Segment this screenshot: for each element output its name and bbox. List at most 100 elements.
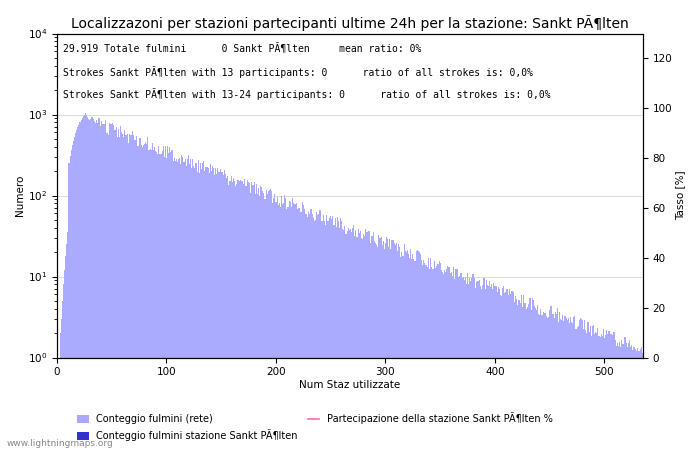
Bar <box>79 122 81 450</box>
Bar <box>80 120 82 450</box>
Bar <box>76 130 77 450</box>
Bar <box>396 243 397 450</box>
Bar <box>164 147 166 450</box>
Bar <box>607 334 608 450</box>
Bar <box>332 216 333 450</box>
Bar <box>639 351 640 450</box>
Bar <box>473 274 474 450</box>
Bar <box>593 325 594 450</box>
Bar <box>66 244 67 450</box>
Bar <box>65 256 66 450</box>
Bar <box>216 174 218 450</box>
Bar <box>540 309 542 450</box>
Bar <box>410 249 411 450</box>
Bar <box>293 203 294 450</box>
Bar <box>438 264 439 450</box>
Bar <box>69 156 71 450</box>
Bar <box>146 144 147 450</box>
Bar <box>99 117 100 450</box>
Bar <box>274 194 275 450</box>
Bar <box>175 161 176 450</box>
Bar <box>594 333 595 450</box>
Bar <box>513 292 514 450</box>
Bar <box>228 185 230 450</box>
Bar <box>571 322 572 450</box>
Bar <box>139 138 140 450</box>
Bar <box>515 296 517 450</box>
Bar <box>271 191 272 450</box>
Text: 29.919 Totale fulmini      0 Sankt PÃ¶lten     mean ratio: 0%: 29.919 Totale fulmini 0 Sankt PÃ¶lten me… <box>63 43 421 54</box>
Bar <box>477 281 478 450</box>
Bar <box>523 295 524 450</box>
Bar <box>328 221 329 450</box>
Bar <box>408 254 409 450</box>
Bar <box>59 357 60 450</box>
Bar <box>147 137 148 450</box>
Bar <box>284 195 286 450</box>
Bar <box>638 351 639 450</box>
Bar <box>145 142 146 450</box>
Bar <box>458 277 459 450</box>
Bar <box>441 270 442 450</box>
Bar <box>499 288 500 450</box>
Bar <box>113 126 115 450</box>
Bar <box>433 269 434 450</box>
Bar <box>317 215 318 450</box>
Bar <box>627 347 628 450</box>
Bar <box>514 302 515 450</box>
Bar <box>119 137 120 450</box>
Bar <box>589 326 591 450</box>
Bar <box>98 118 99 450</box>
Bar <box>304 209 305 450</box>
Bar <box>599 338 601 450</box>
Bar <box>370 243 371 450</box>
Bar <box>608 331 610 450</box>
Bar <box>368 231 370 450</box>
Bar <box>490 288 491 450</box>
Bar <box>365 229 366 450</box>
Bar <box>545 313 546 450</box>
Bar <box>115 130 116 450</box>
Bar <box>263 194 265 450</box>
Bar <box>236 184 237 450</box>
Bar <box>374 241 375 450</box>
Bar <box>440 263 441 450</box>
Bar <box>311 209 312 450</box>
Bar <box>443 274 444 450</box>
Bar <box>239 181 240 450</box>
Bar <box>123 137 125 450</box>
Bar <box>199 173 200 450</box>
Bar <box>431 267 432 450</box>
Bar <box>489 281 490 450</box>
Bar <box>294 204 295 450</box>
Bar <box>395 245 396 450</box>
Bar <box>270 189 271 450</box>
Bar <box>168 153 169 450</box>
Bar <box>534 306 535 450</box>
Bar <box>592 326 593 450</box>
Bar <box>185 159 186 450</box>
X-axis label: Num Staz utilizzate: Num Staz utilizzate <box>299 380 400 390</box>
Bar <box>290 207 292 450</box>
Bar <box>517 305 519 450</box>
Bar <box>64 270 65 450</box>
Bar <box>568 319 569 450</box>
Bar <box>377 247 378 450</box>
Bar <box>455 270 456 450</box>
Bar <box>376 245 377 450</box>
Bar <box>582 320 583 450</box>
Bar <box>210 164 211 450</box>
Bar <box>248 182 249 450</box>
Bar <box>381 237 382 450</box>
Bar <box>416 250 418 450</box>
Bar <box>323 221 325 450</box>
Bar <box>435 268 436 450</box>
Bar <box>150 150 152 450</box>
Bar <box>154 147 155 450</box>
Bar <box>564 315 566 450</box>
Bar <box>215 168 216 450</box>
Bar <box>400 257 401 450</box>
Bar <box>491 284 492 450</box>
Bar <box>626 343 627 450</box>
Bar <box>511 291 512 450</box>
